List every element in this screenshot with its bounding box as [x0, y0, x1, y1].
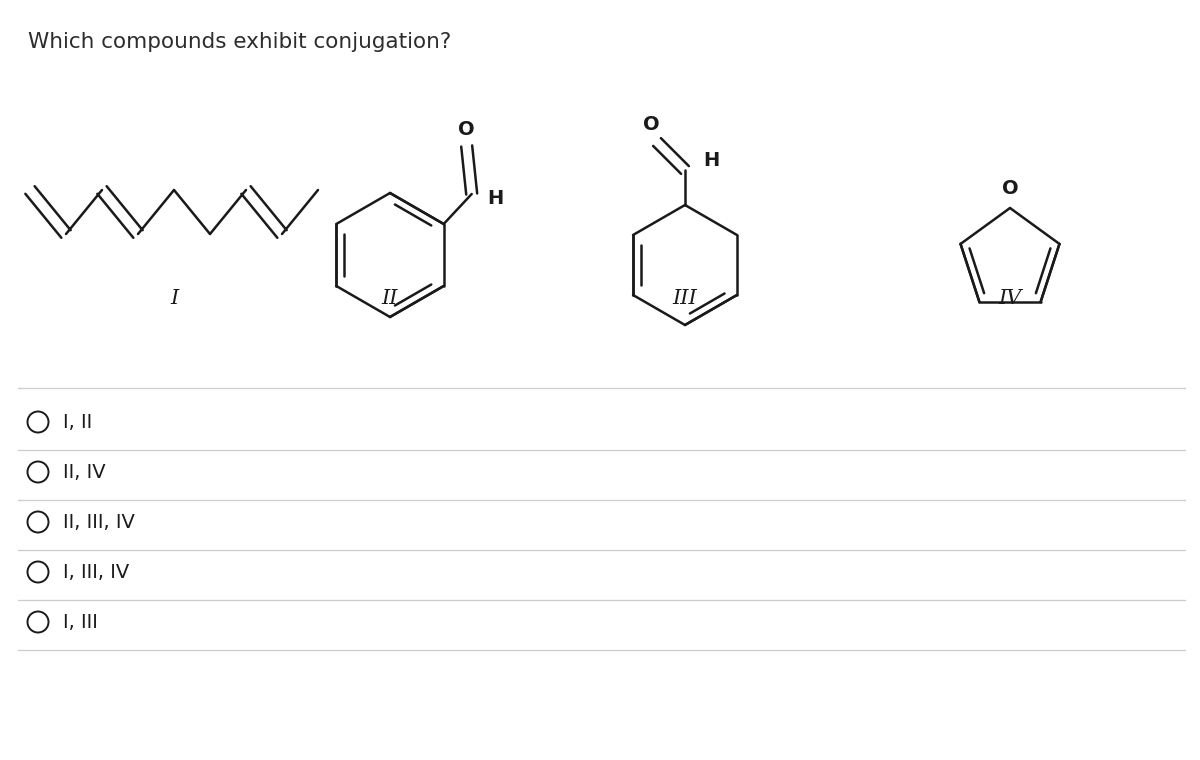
Text: I: I [170, 289, 178, 308]
Text: I, III: I, III [64, 613, 98, 632]
Text: II, III, IV: II, III, IV [64, 512, 134, 531]
Text: I, III, IV: I, III, IV [64, 562, 130, 581]
Text: H: H [487, 188, 504, 207]
Text: O: O [1002, 179, 1019, 198]
Text: O: O [643, 115, 659, 134]
Text: III: III [673, 289, 697, 308]
Text: II, IV: II, IV [64, 463, 106, 482]
Text: II: II [382, 289, 398, 308]
Text: H: H [703, 150, 719, 169]
Text: I, II: I, II [64, 413, 92, 432]
Text: Which compounds exhibit conjugation?: Which compounds exhibit conjugation? [28, 32, 451, 52]
Text: IV: IV [998, 289, 1021, 308]
Text: O: O [458, 120, 475, 139]
